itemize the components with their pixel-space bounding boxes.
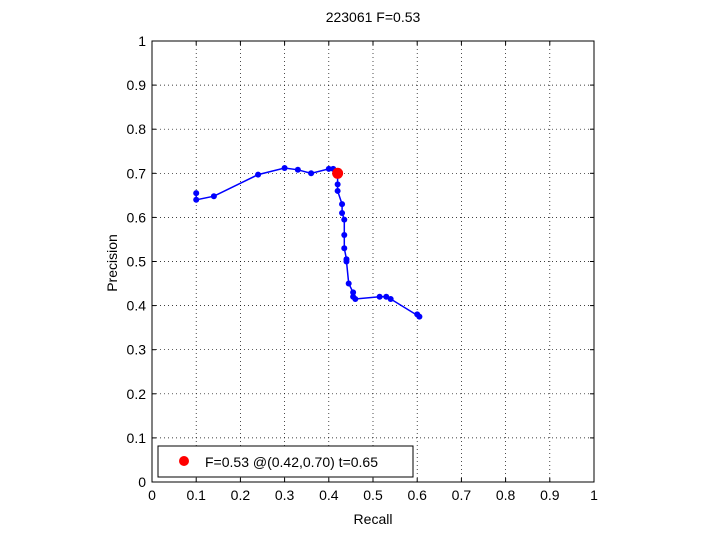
data-point — [341, 232, 348, 239]
data-point — [416, 313, 423, 320]
data-point — [334, 181, 341, 188]
legend-marker — [179, 456, 189, 466]
data-point — [281, 165, 288, 172]
x-tick-label: 0.8 — [496, 487, 516, 503]
y-tick-label: 0.6 — [127, 209, 147, 225]
x-tick-label: 0.4 — [319, 487, 339, 503]
y-tick-label: 0.2 — [127, 386, 147, 402]
data-point — [334, 187, 341, 194]
data-point — [376, 293, 383, 300]
x-tick-label: 0.3 — [275, 487, 295, 503]
y-axis-label: Precision — [104, 234, 120, 292]
x-tick-label: 0.1 — [186, 487, 206, 503]
data-point — [294, 166, 301, 173]
best-f-point — [332, 167, 344, 179]
x-tick-label: 0.2 — [231, 487, 251, 503]
y-tick-label: 0.5 — [127, 254, 147, 270]
data-point — [350, 289, 357, 296]
y-tick-label: 0.9 — [127, 77, 147, 93]
y-tick-label: 0 — [138, 474, 146, 490]
x-tick-label: 0.9 — [540, 487, 560, 503]
data-point — [350, 293, 357, 300]
axis-ticks: 0 0.1 0.2 0.3 0.4 0.5 0.6 0.7 0.8 0.9 1 0 0.1 0.2 0.3 0… — [127, 33, 599, 503]
x-axis-label: Recall — [354, 511, 393, 527]
data-point — [210, 193, 217, 200]
data-point — [387, 295, 394, 302]
data-point — [325, 165, 332, 172]
y-tick-label: 1 — [138, 33, 146, 49]
x-tick-label: 0.5 — [363, 487, 383, 503]
legend-text: F=0.53 @(0.42,0.70) t=0.65 — [205, 454, 378, 470]
data-point — [341, 245, 348, 252]
legend-box — [157, 445, 414, 478]
data-point — [193, 190, 200, 197]
y-tick-label: 0.8 — [127, 121, 147, 137]
y-tick-label: 0.1 — [127, 430, 147, 446]
data-point — [339, 201, 346, 208]
data-point — [308, 170, 315, 177]
x-tick-label: 0.6 — [407, 487, 427, 503]
x-tick-label: 0 — [148, 487, 156, 503]
grid — [152, 41, 594, 482]
y-tick-label: 0.7 — [127, 165, 147, 181]
data-point — [255, 171, 262, 178]
data-point — [193, 196, 200, 203]
x-tick-label: 0.7 — [452, 487, 472, 503]
data-point — [341, 216, 348, 223]
series-curve — [193, 165, 423, 320]
data-point — [343, 256, 350, 263]
data-point — [345, 280, 352, 287]
x-tick-label: 1 — [590, 487, 598, 503]
data-point — [339, 209, 346, 216]
data-point — [383, 293, 390, 300]
series-line — [195, 167, 420, 318]
chart-title: 223061 F=0.53 — [326, 9, 421, 25]
y-tick-label: 0.4 — [127, 298, 147, 314]
y-tick-label: 0.3 — [127, 342, 147, 358]
legend: F=0.53 @(0.42,0.70) t=0.65 — [157, 445, 414, 478]
